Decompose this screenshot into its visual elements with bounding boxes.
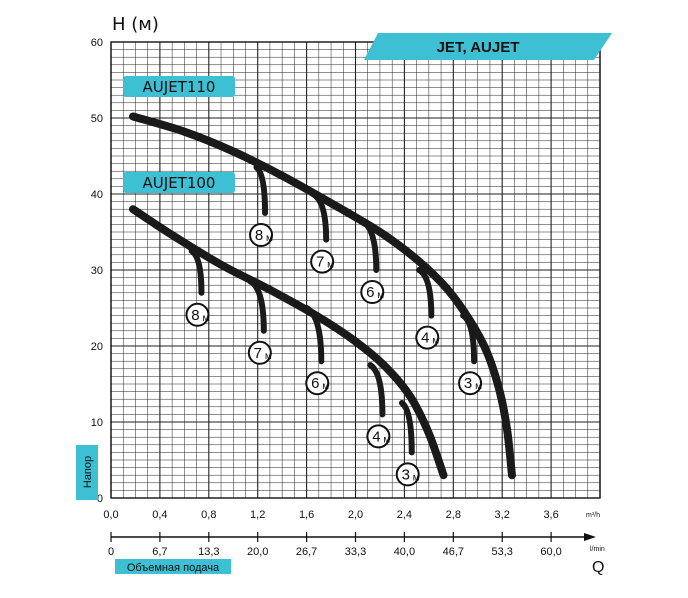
depth-label-value: 8 [255,227,263,244]
depth-label-unit: м [377,290,384,301]
series-name-label: AUJET100 [143,174,216,192]
depth-label-circle [249,223,274,247]
y-axis-title: H (м) [112,14,159,35]
y-tick-label: 20 [91,341,103,353]
x-tick-label-m3h: 2,4 [397,509,412,521]
x-tick-label-m3h: 1,2 [250,509,265,521]
x-tick-label-m3h: 0,0 [103,509,118,521]
y-tick-label: 50 [91,113,103,125]
depth-branch [188,248,205,296]
depth-label-unit: м [322,381,329,392]
x-tick-label-lmin: 33,3 [345,546,366,558]
depth-label-circle [185,302,210,327]
y-tick-label: 10 [91,417,103,429]
depth-branch [358,217,380,273]
x-axis-m3h-unit: m³/h [586,512,600,519]
y-tick-label: 30 [91,265,103,277]
depth-label-unit: м [327,260,334,271]
depth-label-unit: м [202,313,209,324]
depth-branch [416,267,435,319]
depth-label-value: 6 [311,375,319,392]
plot-border [110,41,601,499]
depth-label-unit: м [432,336,439,347]
series-line-aujet110 [129,112,516,480]
y-tick-label: 0 [97,493,103,505]
depth-label-circle [360,280,385,304]
depth-label-circle [247,340,272,365]
x-tick-label-m3h: 1,6 [299,509,314,521]
x-tick-label-lmin: 6,7 [152,546,167,558]
series-badge [123,76,235,97]
depth-label-circle [395,462,420,487]
x-tick-label-lmin: 46,7 [443,546,464,558]
y-tick-label: 60 [91,37,103,49]
y-axis-side-label: Напор [82,456,94,488]
x-axis-lmin-arrow [584,533,596,541]
x-tick-label-m3h: 3,2 [495,509,510,521]
x-axis-lmin-ticks: 0 6,7 13,3 20,0 26,7 33,3 40,0 46,7 53,3 60,0 [108,532,596,558]
depth-branch [309,191,330,243]
depth-label-circle [415,325,440,350]
series-badge [123,172,235,193]
x-tick-label-lmin: 0 [108,546,114,558]
x-tick-label-m3h: 2,0 [348,509,363,521]
bottom-label-background [115,559,231,574]
depth-label-unit: м [413,472,420,483]
series-line-aujet100 [129,205,448,480]
depth-label-unit: м [475,381,482,392]
depth-label-circle [458,371,483,396]
x-tick-label-lmin: 60,0 [540,546,561,558]
depth-branch [303,305,325,365]
side-label-background [76,445,98,500]
depth-label-value: 6 [366,284,374,301]
x-tick-label-m3h: 3,6 [543,509,558,521]
chart-header: JET, AUJET [437,39,520,56]
x-tick-label-lmin: 53,3 [491,546,512,558]
x-tick-label-lmin: 26,7 [296,546,317,558]
depth-label-value: 3 [464,375,472,392]
x-axis-lmin-unit: l/min [590,546,605,553]
depth-branch [247,278,267,334]
depth-label-circle [366,424,391,449]
x-tick-label-m3h: 0,4 [152,509,167,521]
depth-branch [367,362,386,418]
depth-label-value: 8 [191,307,199,324]
chart-grid [110,41,601,499]
y-axis-ticks: 0 10 20 30 40 50 60 [91,37,103,505]
x-tick-label-lmin: 40,0 [394,546,415,558]
depth-branch [460,312,478,365]
depth-label-circle [310,249,335,274]
header-banner [364,33,612,60]
depth-label-unit: м [266,233,273,244]
depth-label-value: 4 [421,330,429,347]
depth-label-value: 7 [254,345,262,362]
x-tick-label-m3h: 0,8 [201,509,216,521]
depth-label-circle [305,371,330,396]
depth-label-unit: м [265,351,272,362]
x-tick-label-lmin: 20,0 [247,546,268,558]
depth-branch [253,164,269,216]
x-tick-label-lmin: 13,3 [198,546,219,558]
series-name-label: AUJET110 [143,78,216,96]
depth-branch [398,400,415,456]
depth-label-value: 7 [316,254,324,271]
x-tick-label-m3h: 2,8 [446,509,461,521]
x-axis-m3h-ticks: 0,0 0,4 0,8 1,2 1,6 2,0 2,4 2,8 3,2 3,6 [103,509,558,521]
x-axis-bottom-label: Объемная подача [127,562,220,574]
depth-label-value: 3 [402,466,410,483]
depth-label-value: 4 [372,428,380,445]
depth-label-unit: м [383,434,390,445]
y-tick-label: 40 [91,189,103,201]
q-label: Q [592,559,604,576]
